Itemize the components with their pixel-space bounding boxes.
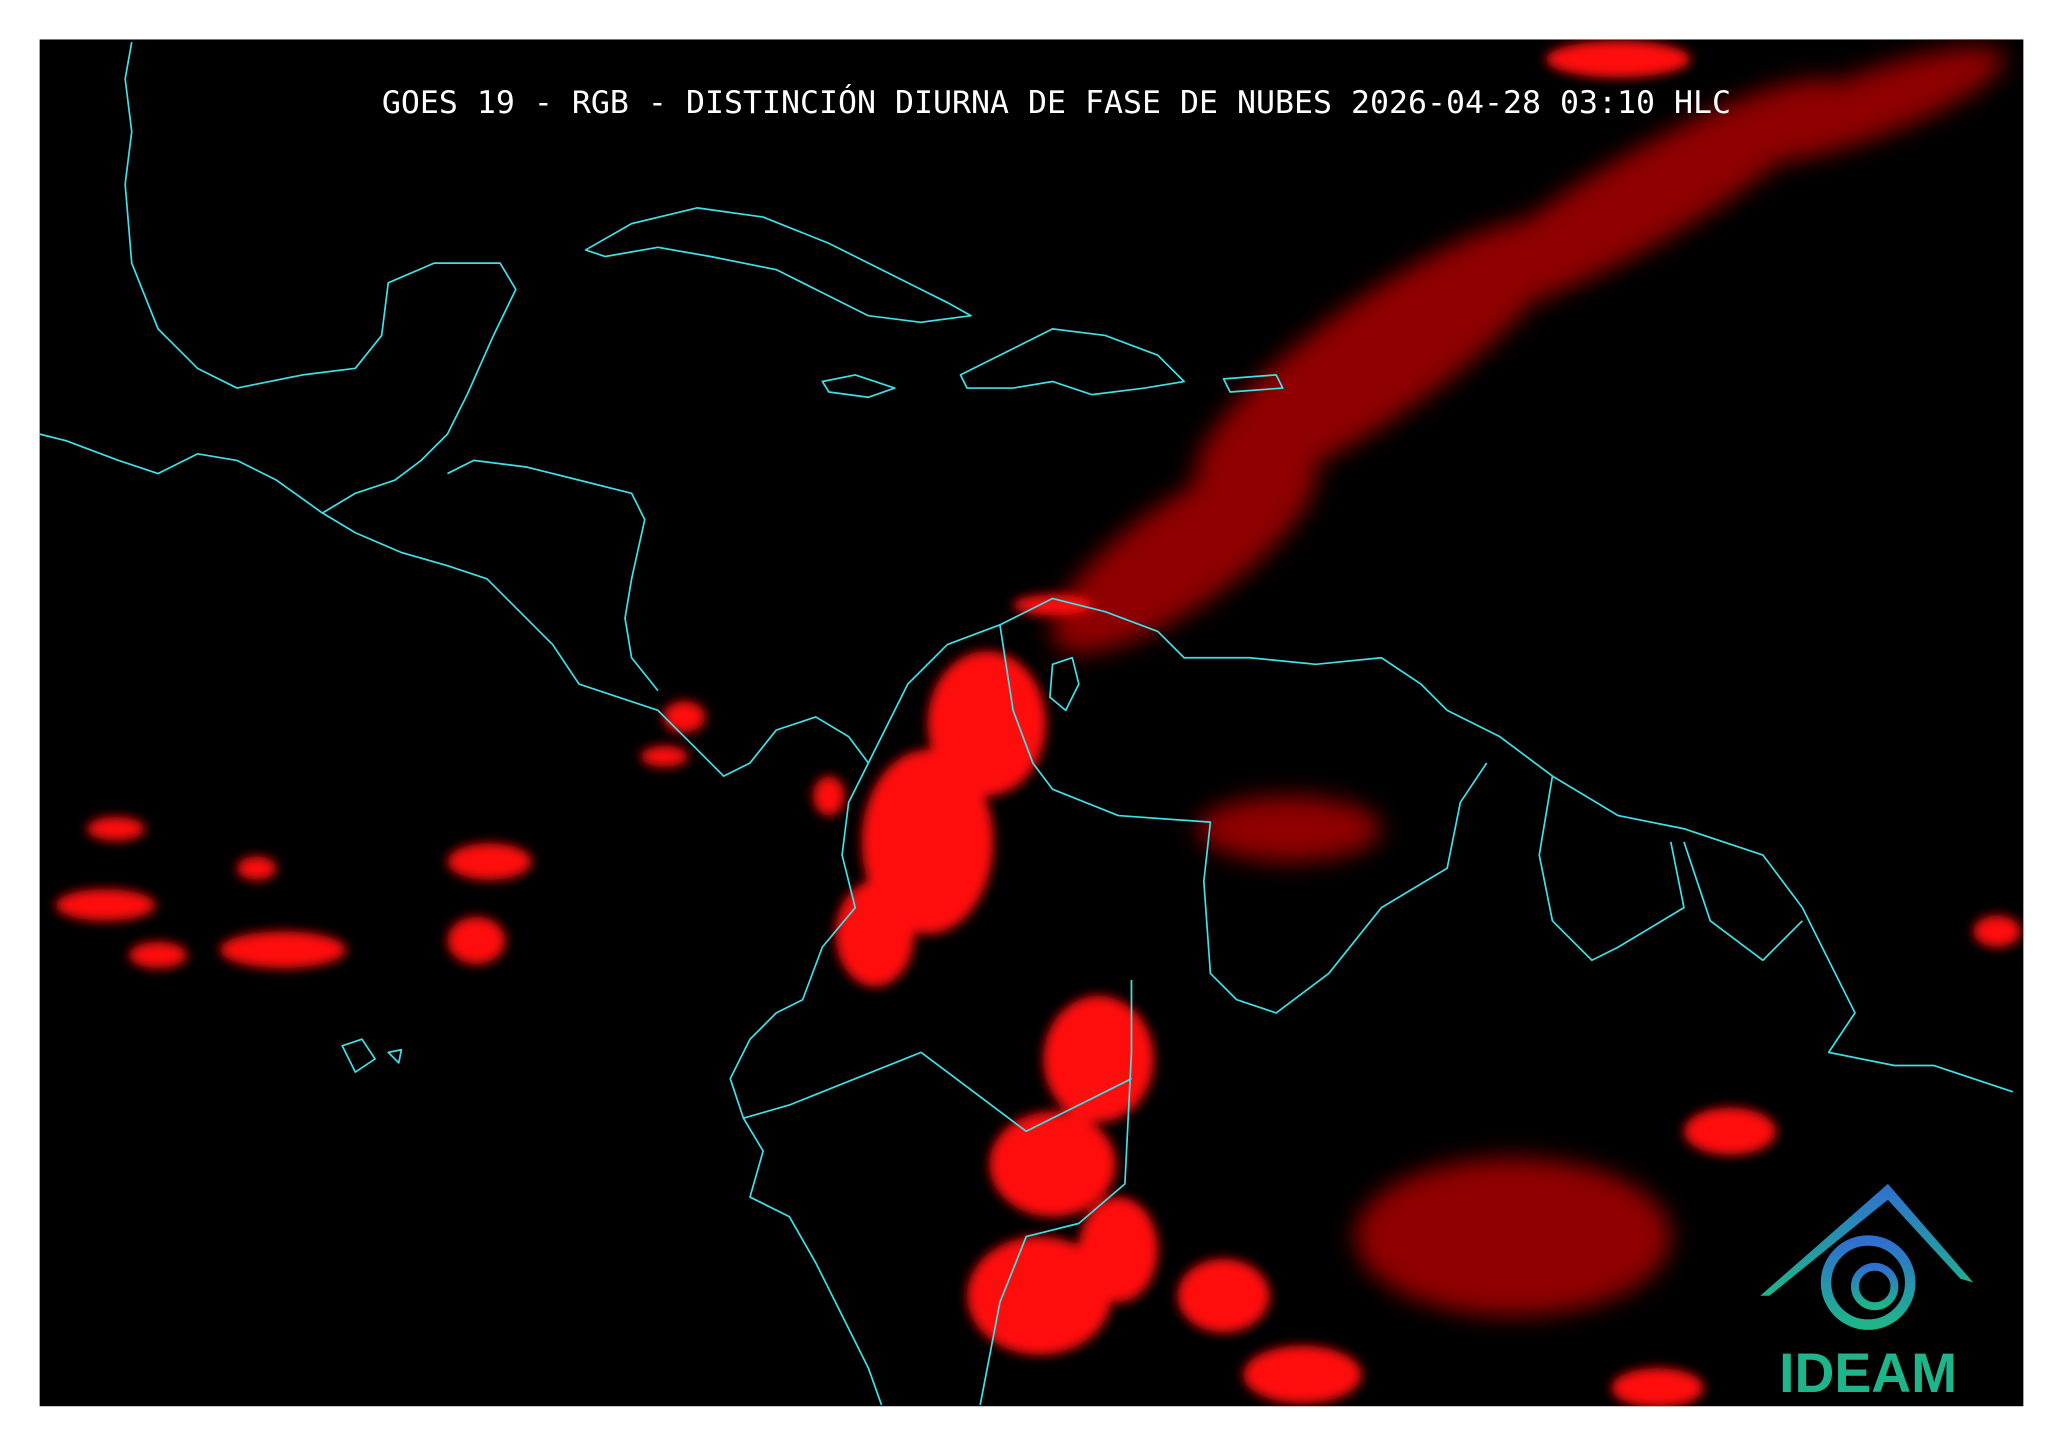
cloud-band: [1051, 46, 2005, 1316]
cloud-cells: [55, 40, 2021, 1407]
logo-text: IDEAM: [1779, 1342, 1957, 1404]
coastline-central-america: [322, 459, 870, 777]
clouds: [55, 40, 2021, 1407]
coastline-north-america: [39, 41, 517, 514]
image-title: GOES 19 - RGB - DISTINCIÓN DIURNA DE FAS…: [382, 82, 1731, 121]
ideam-logo: IDEAM: [1760, 1183, 1974, 1404]
coastline-islands-south: [341, 656, 1080, 1073]
logo-roof: [1760, 1183, 1974, 1296]
border-lines: [743, 624, 1803, 1406]
logo-swirl-inner: [1851, 1262, 1899, 1311]
coastline-caribbean-islands: [584, 206, 1284, 399]
coastline-south-america: [729, 597, 2014, 1406]
coastlines: [39, 41, 2014, 1406]
logo-swirl-outer: [1820, 1235, 1916, 1330]
